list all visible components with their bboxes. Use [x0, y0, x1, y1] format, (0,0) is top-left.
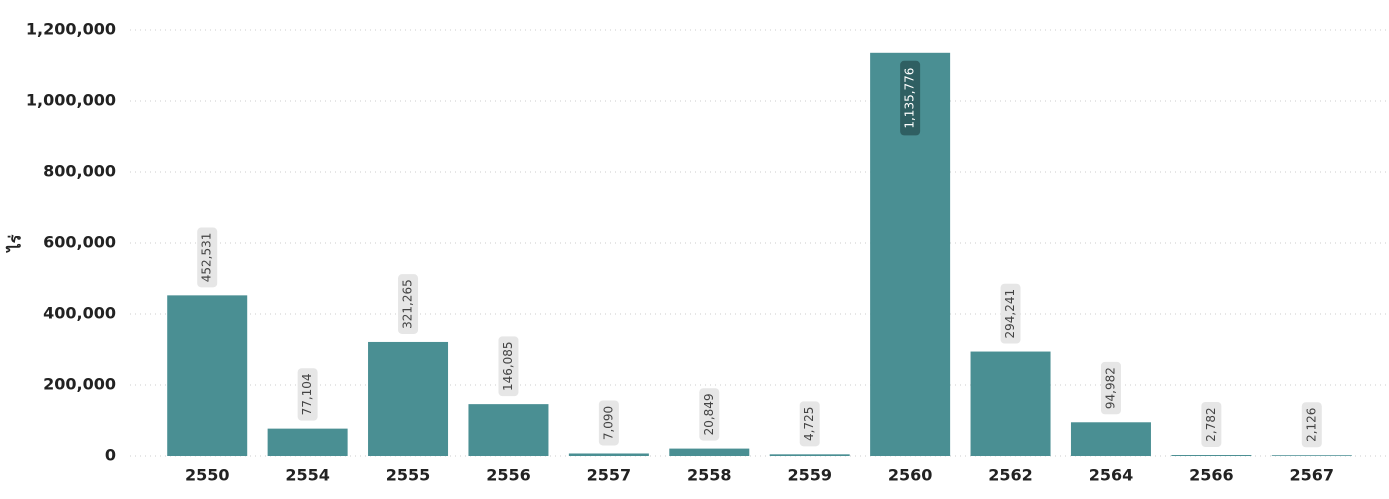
label-box [297, 368, 318, 421]
bar [769, 454, 850, 456]
label-box [1301, 402, 1322, 448]
x-tick-label: 2556 [486, 466, 531, 485]
value-label: 452,531 [200, 233, 214, 283]
y-tick-label: 200,000 [43, 375, 116, 394]
label-box [398, 274, 419, 334]
value-label: 7,090 [601, 406, 615, 440]
y-tick-label: 600,000 [43, 233, 116, 252]
y-tick-label: 0 [105, 446, 116, 465]
y-tick-label: 1,200,000 [26, 20, 116, 39]
bar [267, 428, 348, 456]
y-axis-label: ไร่ [6, 234, 25, 253]
bar [970, 351, 1051, 456]
y-tick-label: 1,000,000 [26, 91, 116, 110]
x-tick-label: 2550 [185, 466, 230, 485]
label-box [799, 401, 820, 447]
bar [368, 341, 449, 456]
x-tick-label: 2560 [888, 466, 933, 485]
label-box [1000, 283, 1021, 344]
value-label: 321,265 [401, 279, 415, 329]
x-tick-label: 2566 [1189, 466, 1234, 485]
x-tick-label: 2558 [687, 466, 732, 485]
bar [468, 404, 549, 456]
label-box [900, 60, 921, 136]
bar [1070, 422, 1151, 456]
value-label: 2,782 [1204, 407, 1218, 441]
value-label: 20,849 [702, 393, 716, 435]
y-tick-label: 800,000 [43, 162, 116, 181]
label-box [598, 400, 619, 446]
bar [568, 453, 649, 456]
x-tick-label: 2559 [787, 466, 832, 485]
x-tick-label: 2554 [285, 466, 330, 485]
value-label: 77,104 [300, 373, 314, 415]
value-label: 1,135,776 [903, 68, 917, 129]
bar [1271, 455, 1352, 456]
x-tick-label: 2557 [587, 466, 632, 485]
label-box [197, 227, 218, 288]
x-tick-label: 2555 [386, 466, 431, 485]
bar [669, 448, 750, 456]
y-tick-label: 400,000 [43, 304, 116, 323]
label-box [1201, 402, 1222, 448]
label-box [498, 336, 519, 397]
label-box [1100, 361, 1121, 415]
value-label: 146,085 [501, 341, 515, 391]
bar [1171, 455, 1252, 456]
value-label: 4,725 [802, 407, 816, 441]
x-tick-label: 2564 [1089, 466, 1134, 485]
value-label: 294,241 [1003, 289, 1017, 339]
label-box [699, 388, 720, 441]
x-tick-label: 2567 [1290, 466, 1335, 485]
value-label: 2,126 [1304, 408, 1318, 442]
bar [167, 295, 248, 456]
value-label: 94,982 [1103, 367, 1117, 409]
x-tick-label: 2562 [988, 466, 1033, 485]
